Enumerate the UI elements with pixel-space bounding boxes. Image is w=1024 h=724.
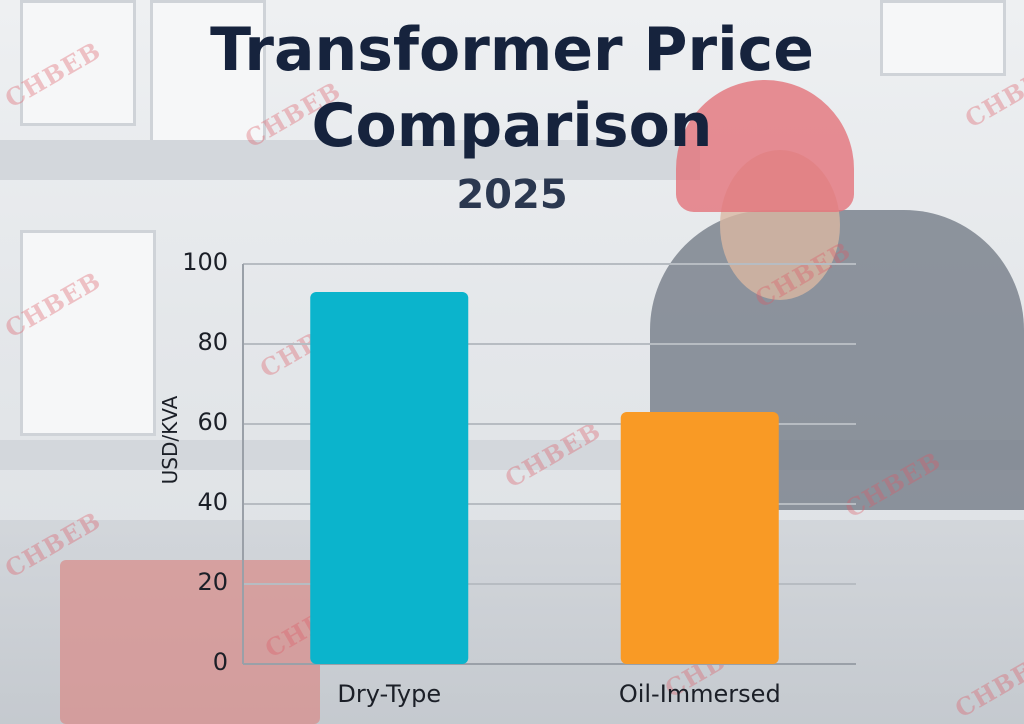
- chart-title-line-2: Comparison: [311, 91, 713, 161]
- bar-dry-type: [310, 292, 469, 664]
- y-tick-label: 0: [212, 648, 228, 676]
- y-tick-label: 20: [197, 568, 228, 596]
- chart-title-line-1: Transformer Price: [210, 15, 814, 85]
- x-tick-label: Oil-Immersed: [618, 680, 781, 708]
- x-tick-label: Dry-Type: [337, 680, 442, 708]
- bar-oil-immersed: [620, 412, 779, 664]
- y-tick-label: 80: [197, 328, 228, 356]
- y-tick-label: 100: [182, 248, 228, 276]
- y-tick-label: 40: [197, 488, 228, 516]
- chart-subtitle: 2025: [456, 172, 568, 218]
- y-tick-label: 60: [197, 408, 228, 436]
